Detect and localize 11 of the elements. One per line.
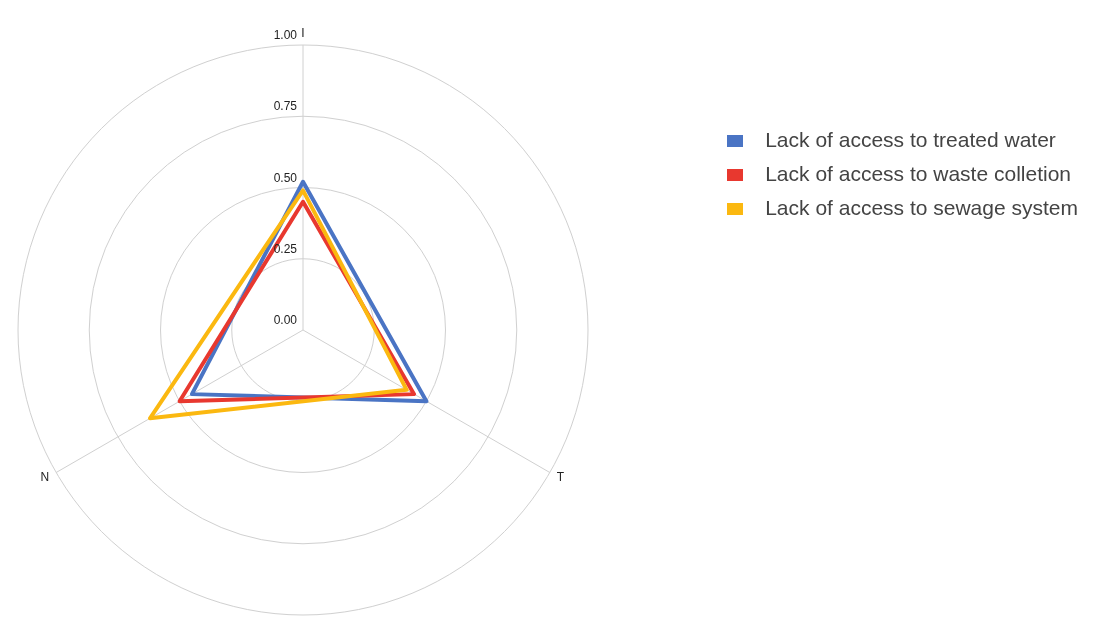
spoke-label: N (40, 469, 50, 484)
y-tick-label: 0.50 (273, 170, 298, 185)
legend-label: Lack of access to waste colletion (765, 162, 1072, 185)
y-tick-label: 1.00 (273, 28, 298, 42)
spoke-label: T (556, 469, 565, 484)
spoke-label: I (301, 26, 305, 40)
y-tick-label: 0.00 (273, 313, 298, 327)
legend-label: Lack of access to sewage system (765, 196, 1078, 219)
legend-label: Lack of access to treated water (765, 128, 1056, 151)
y-tick-label: 0.75 (273, 99, 298, 114)
y-tick-label: 0.25 (273, 241, 298, 256)
